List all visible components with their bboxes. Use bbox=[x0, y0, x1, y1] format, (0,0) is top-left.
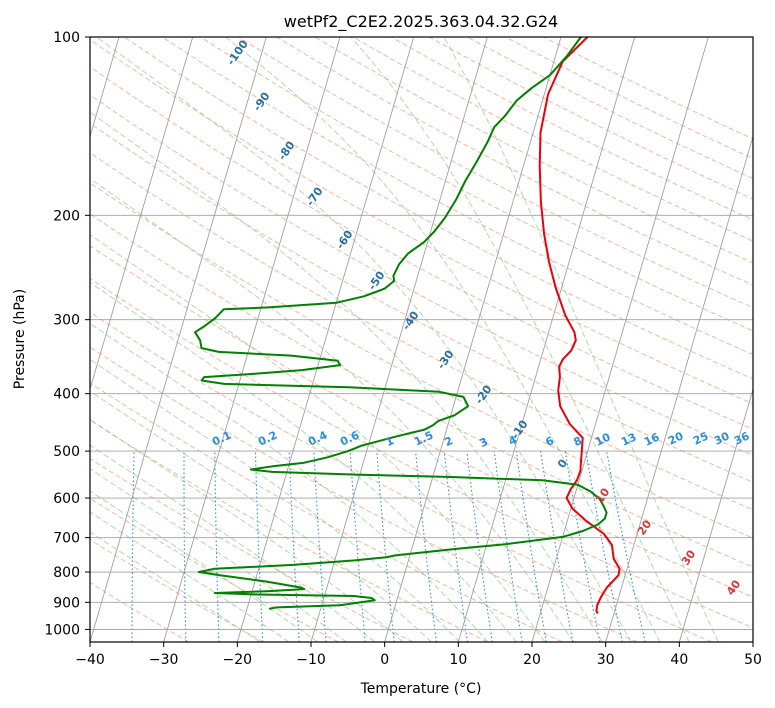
isotherm-line bbox=[236, 37, 415, 642]
dry-adiabat-line bbox=[90, 213, 753, 568]
x-tick-label: 30 bbox=[597, 652, 615, 668]
mixing-ratio-label: 10 bbox=[593, 430, 613, 448]
chart-title: wetPf2_C2E2.2025.363.04.32.G24 bbox=[284, 12, 558, 32]
x-tick-label: 40 bbox=[670, 652, 688, 668]
moist-adiabat-line bbox=[90, 418, 404, 642]
mixing-ratio-label: 25 bbox=[691, 429, 710, 447]
dry-adiabat-line bbox=[123, 37, 753, 380]
dry-adiabat-line bbox=[90, 277, 753, 629]
x-tick-label: −20 bbox=[223, 652, 253, 668]
y-tick-label: 700 bbox=[53, 531, 80, 547]
moist-adiabat-line bbox=[90, 490, 319, 642]
mixing-ratio-lines bbox=[131, 450, 646, 642]
sounding-traces bbox=[194, 37, 621, 614]
y-tick-label: 100 bbox=[53, 30, 80, 46]
mixing-ratio-label: 20 bbox=[666, 429, 686, 447]
y-tick-label: 900 bbox=[53, 595, 80, 611]
dry-adiabat-line bbox=[90, 182, 753, 539]
mixing-ratio-line bbox=[493, 451, 523, 642]
moist-adiabat-line bbox=[90, 511, 290, 642]
y-tick-label: 400 bbox=[53, 387, 80, 403]
dry-adiabat-line bbox=[90, 457, 414, 642]
moist-adiabat-line bbox=[443, 37, 719, 642]
y-tick-label: 600 bbox=[53, 491, 80, 507]
plot-frame bbox=[89, 36, 754, 643]
isotherm-line bbox=[310, 37, 488, 642]
moist-adiabat-line bbox=[90, 322, 489, 642]
moist-adiabat-line bbox=[350, 37, 690, 642]
x-axis: −40 −30 −20 −10 0 10 20 30 40 50 bbox=[75, 642, 762, 668]
y-tick-label: 300 bbox=[53, 313, 80, 329]
x-tick-label: 20 bbox=[523, 652, 541, 668]
moist-adiabat-line bbox=[90, 390, 432, 642]
x-tick-label: −10 bbox=[296, 652, 326, 668]
mixing-ratio-line bbox=[605, 450, 646, 642]
dry-adiabat-line bbox=[90, 497, 339, 642]
moist-adiabat-line bbox=[90, 358, 461, 642]
mixing-ratio-label: 36 bbox=[732, 429, 752, 447]
dewpoint-trace bbox=[194, 37, 608, 610]
y-axis: 100 200 300 400 500 600 700 800 900 1000 bbox=[44, 30, 90, 638]
dry-adiabat-line bbox=[276, 37, 753, 286]
dry-adiabat-line bbox=[90, 39, 753, 405]
mixing-ratio-line bbox=[376, 451, 395, 642]
moist-adiabat-line bbox=[90, 281, 517, 642]
moist-adiabat-line bbox=[225, 37, 661, 642]
dry-adiabat-line bbox=[90, 581, 190, 642]
y-tick-label: 800 bbox=[53, 565, 80, 581]
x-axis-title: Temperature (°C) bbox=[360, 681, 482, 697]
isotherm-line bbox=[678, 387, 753, 642]
dry-adiabat-line bbox=[90, 66, 753, 430]
moist-adiabat-line bbox=[90, 531, 261, 642]
y-tick-label: 200 bbox=[53, 208, 80, 224]
isotherm-line bbox=[457, 37, 636, 642]
moist-adiabat-line bbox=[90, 111, 603, 642]
mixing-ratio-line bbox=[564, 451, 601, 642]
dry-adiabat-line bbox=[90, 382, 563, 642]
dry-adiabat-line bbox=[90, 311, 712, 642]
x-tick-label: 50 bbox=[744, 652, 762, 668]
mixing-ratio-line bbox=[349, 451, 366, 642]
mixing-ratio-line bbox=[466, 451, 493, 642]
mixing-ratio-label: 13 bbox=[619, 430, 638, 448]
isobar-gridlines bbox=[90, 37, 753, 630]
x-tick-label: 0 bbox=[380, 652, 389, 668]
moist-adiabat-line bbox=[90, 444, 376, 642]
mixing-ratio-line bbox=[415, 451, 437, 642]
temperature-trace bbox=[538, 37, 621, 614]
mixing-ratio-line bbox=[585, 451, 623, 642]
skewed-isotherms bbox=[90, 37, 753, 642]
x-tick-label: 10 bbox=[449, 652, 467, 668]
isotherm-line bbox=[384, 37, 562, 642]
mixing-ratio-line bbox=[443, 451, 469, 642]
dry-adiabat-line bbox=[90, 245, 753, 598]
y-tick-label: 1000 bbox=[44, 622, 80, 638]
mixing-ratio-label: 30 bbox=[712, 429, 732, 447]
isotherm-line bbox=[90, 37, 267, 642]
moist-adiabat-line bbox=[90, 177, 575, 642]
x-tick-label: −30 bbox=[149, 652, 179, 668]
mixing-ratio-label: 16 bbox=[642, 430, 662, 448]
isotherm-line bbox=[531, 37, 709, 642]
y-axis-title: Pressure (hPa) bbox=[12, 289, 28, 389]
plot-area bbox=[90, 37, 753, 642]
dry-adiabat-line bbox=[90, 346, 638, 642]
moist-adiabat-line bbox=[90, 234, 546, 642]
isotherm-line bbox=[90, 37, 194, 391]
y-tick-label: 500 bbox=[53, 444, 80, 460]
dry-adiabat-line bbox=[90, 419, 488, 642]
isotherm-line bbox=[163, 37, 341, 642]
x-tick-label: −40 bbox=[75, 652, 105, 668]
